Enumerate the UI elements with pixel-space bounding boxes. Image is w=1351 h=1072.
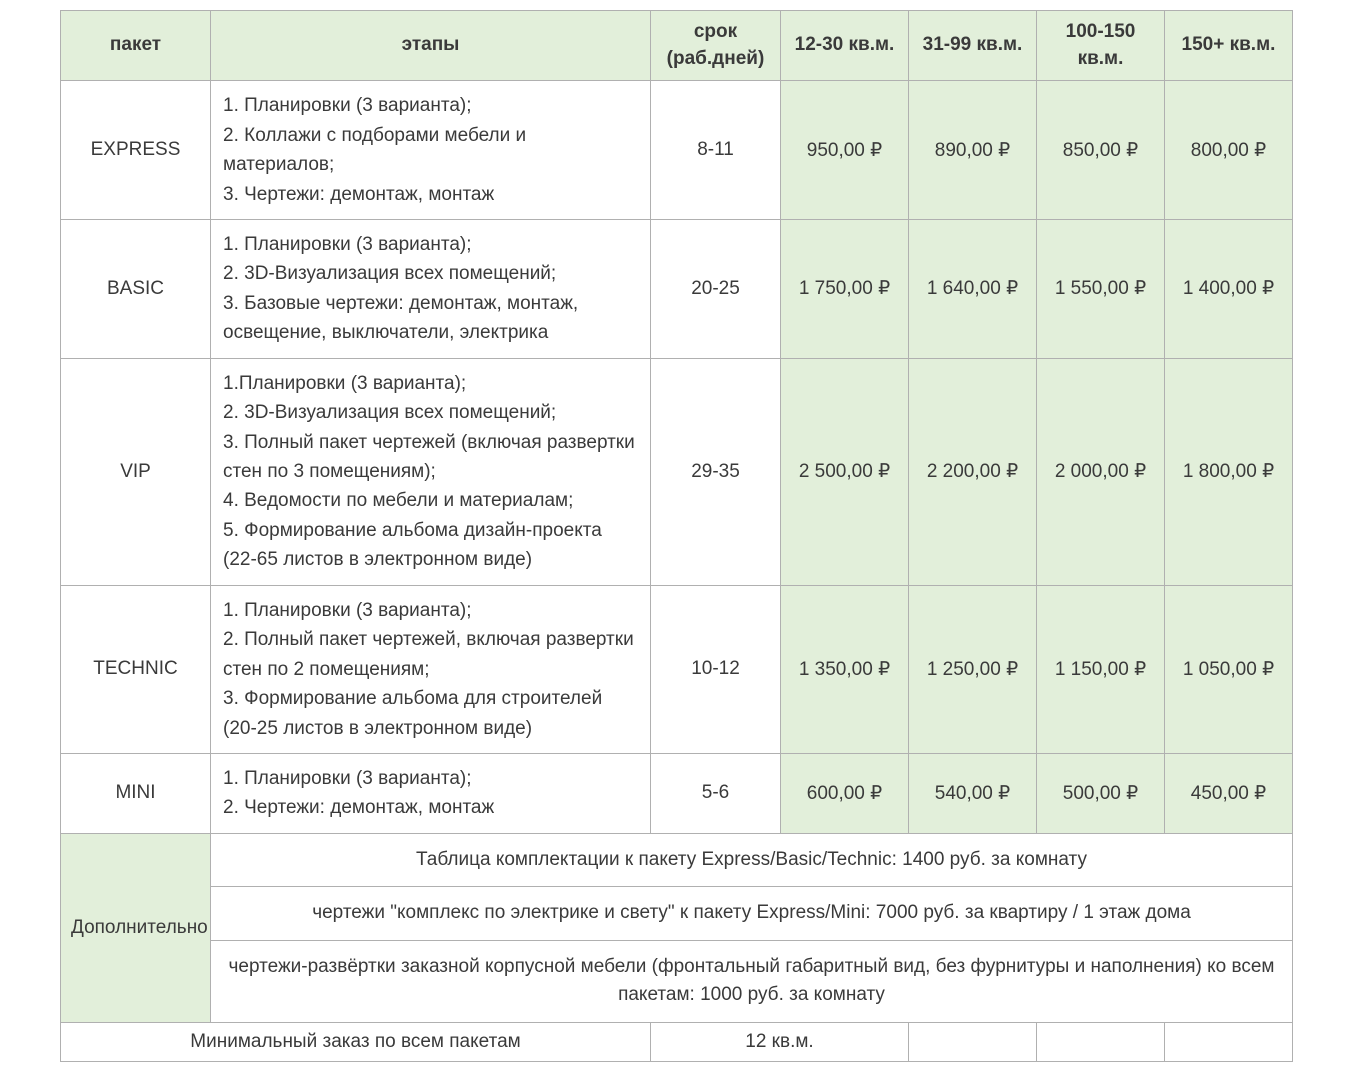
table-row: MINI1. Планировки (3 варианта);2. Чертеж… — [61, 753, 1293, 833]
stages-cell: 1. Планировки (3 варианта);2. Полный пак… — [211, 585, 651, 753]
price-cell: 1 800,00 ₽ — [1165, 358, 1293, 585]
extras-label: Дополнительно — [61, 833, 211, 1022]
pricing-table: пакет этапы срок (раб.дней) 12-30 кв.м. … — [60, 10, 1293, 1062]
extras-row: чертежи-развёртки заказной корпусной меб… — [61, 940, 1293, 1022]
price-cell: 1 550,00 ₽ — [1037, 219, 1165, 358]
header-row: пакет этапы срок (раб.дней) 12-30 кв.м. … — [61, 11, 1293, 81]
stages-cell: 1. Планировки (3 варианта);2. Чертежи: д… — [211, 753, 651, 833]
header-stages: этапы — [211, 11, 651, 81]
extras-item: чертежи "комплекс по электрике и свету" … — [211, 887, 1293, 941]
header-package: пакет — [61, 11, 211, 81]
extras-item: Таблица комплектации к пакету Express/Ba… — [211, 833, 1293, 887]
price-cell: 450,00 ₽ — [1165, 753, 1293, 833]
min-order-row: Минимальный заказ по всем пакетам12 кв.м… — [61, 1022, 1293, 1061]
extras-item: чертежи-развёртки заказной корпусной меб… — [211, 940, 1293, 1022]
price-cell: 890,00 ₽ — [909, 81, 1037, 220]
price-cell: 1 750,00 ₽ — [781, 219, 909, 358]
price-cell: 1 250,00 ₽ — [909, 585, 1037, 753]
table-row: TECHNIC1. Планировки (3 варианта);2. Пол… — [61, 585, 1293, 753]
price-cell: 1 640,00 ₽ — [909, 219, 1037, 358]
min-order-value: 12 кв.м. — [651, 1022, 909, 1061]
price-cell: 2 500,00 ₽ — [781, 358, 909, 585]
price-cell: 1 350,00 ₽ — [781, 585, 909, 753]
term-cell: 5-6 — [651, 753, 781, 833]
term-cell: 20-25 — [651, 219, 781, 358]
header-price-1: 12-30 кв.м. — [781, 11, 909, 81]
price-cell: 2 200,00 ₽ — [909, 358, 1037, 585]
price-cell: 600,00 ₽ — [781, 753, 909, 833]
header-term: срок (раб.дней) — [651, 11, 781, 81]
stages-cell: 1. Планировки (3 варианта);2. Коллажи с … — [211, 81, 651, 220]
extras-row: ДополнительноТаблица комплектации к паке… — [61, 833, 1293, 887]
stages-cell: 1. Планировки (3 варианта);2. 3D-Визуали… — [211, 219, 651, 358]
term-cell: 10-12 — [651, 585, 781, 753]
price-cell: 800,00 ₽ — [1165, 81, 1293, 220]
price-cell: 850,00 ₽ — [1037, 81, 1165, 220]
price-cell: 2 000,00 ₽ — [1037, 358, 1165, 585]
table-row: EXPRESS1. Планировки (3 варианта);2. Кол… — [61, 81, 1293, 220]
price-cell: 1 150,00 ₽ — [1037, 585, 1165, 753]
header-price-4: 150+ кв.м. — [1165, 11, 1293, 81]
term-cell: 29-35 — [651, 358, 781, 585]
price-cell: 540,00 ₽ — [909, 753, 1037, 833]
package-name: MINI — [61, 753, 211, 833]
package-name: BASIC — [61, 219, 211, 358]
package-name: TECHNIC — [61, 585, 211, 753]
price-cell: 500,00 ₽ — [1037, 753, 1165, 833]
price-cell: 1 400,00 ₽ — [1165, 219, 1293, 358]
price-cell: 950,00 ₽ — [781, 81, 909, 220]
extras-row: чертежи "комплекс по электрике и свету" … — [61, 887, 1293, 941]
empty-cell — [909, 1022, 1037, 1061]
table-row: BASIC1. Планировки (3 варианта);2. 3D-Ви… — [61, 219, 1293, 358]
price-cell: 1 050,00 ₽ — [1165, 585, 1293, 753]
empty-cell — [1037, 1022, 1165, 1061]
min-order-label: Минимальный заказ по всем пакетам — [61, 1022, 651, 1061]
empty-cell — [1165, 1022, 1293, 1061]
header-price-2: 31-99 кв.м. — [909, 11, 1037, 81]
header-price-3: 100-150 кв.м. — [1037, 11, 1165, 81]
table-row: VIP1.Планировки (3 варианта);2. 3D-Визуа… — [61, 358, 1293, 585]
stages-cell: 1.Планировки (3 варианта);2. 3D-Визуализ… — [211, 358, 651, 585]
package-name: EXPRESS — [61, 81, 211, 220]
package-name: VIP — [61, 358, 211, 585]
term-cell: 8-11 — [651, 81, 781, 220]
pricing-body: EXPRESS1. Планировки (3 варианта);2. Кол… — [61, 81, 1293, 1062]
